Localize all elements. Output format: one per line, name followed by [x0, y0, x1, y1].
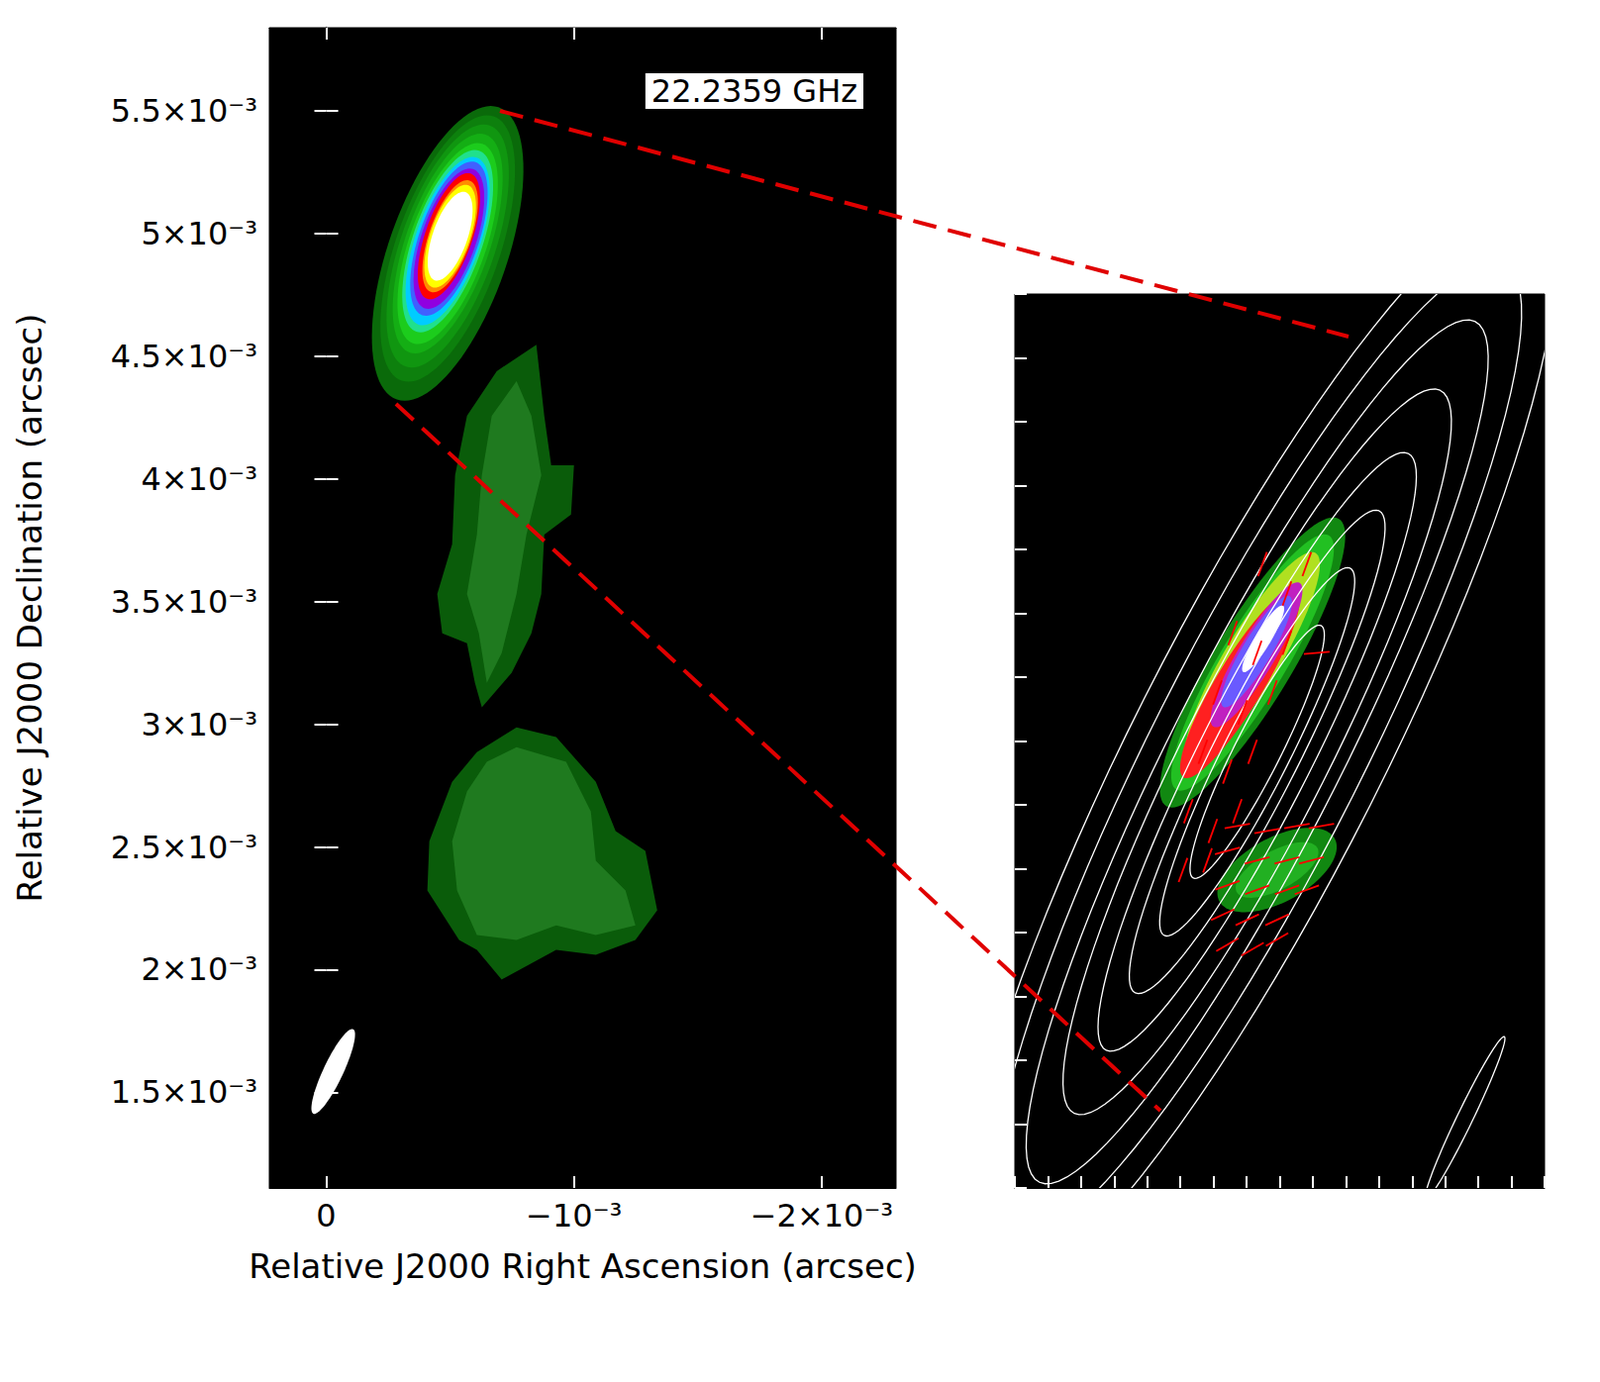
svg-text:4.5×10⁻³: 4.5×10⁻³ — [110, 337, 258, 376]
svg-text:3×10⁻³: 3×10⁻³ — [140, 705, 258, 744]
svg-text:0: 0 — [315, 1197, 336, 1235]
svg-text:2.5×10⁻³: 2.5×10⁻³ — [110, 828, 258, 867]
svg-text:Relative J2000 Declination (ar: Relative J2000 Declination (arcsec) — [9, 313, 50, 903]
svg-text:−2×10⁻³: −2×10⁻³ — [750, 1197, 894, 1235]
svg-text:22.2359 GHz: 22.2359 GHz — [651, 72, 858, 110]
svg-text:5.5×10⁻³: 5.5×10⁻³ — [110, 92, 258, 130]
svg-text:Relative J2000 Right Ascension: Relative J2000 Right Ascension (arcsec) — [248, 1246, 917, 1287]
svg-text:2×10⁻³: 2×10⁻³ — [140, 950, 258, 989]
svg-text:4×10⁻³: 4×10⁻³ — [140, 460, 258, 499]
svg-text:1.5×10⁻³: 1.5×10⁻³ — [110, 1073, 258, 1111]
svg-text:5×10⁻³: 5×10⁻³ — [140, 214, 258, 253]
svg-text:−10⁻³: −10⁻³ — [525, 1197, 622, 1235]
svg-text:3.5×10⁻³: 3.5×10⁻³ — [110, 583, 258, 621]
